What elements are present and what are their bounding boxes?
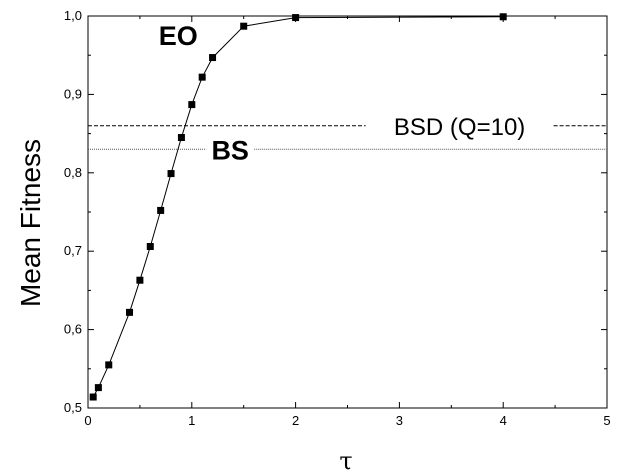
annotation-label: EO bbox=[159, 21, 198, 51]
data-point bbox=[499, 13, 507, 21]
x-tick-label: 0 bbox=[84, 413, 91, 428]
data-point bbox=[209, 54, 217, 62]
plot-frame bbox=[87, 15, 608, 409]
data-point bbox=[167, 170, 175, 178]
x-tick-label: 1 bbox=[188, 413, 195, 428]
data-point bbox=[94, 384, 102, 392]
data-point bbox=[292, 14, 300, 22]
annotation-label: BSD (Q=10) bbox=[394, 114, 525, 141]
data-point bbox=[105, 361, 113, 369]
y-tick-label: 0,6 bbox=[64, 322, 82, 337]
series-line bbox=[92, 16, 504, 398]
x-tick-label: 5 bbox=[603, 413, 610, 428]
series-layer bbox=[89, 13, 507, 401]
data-point bbox=[188, 101, 196, 109]
data-point bbox=[240, 22, 248, 30]
x-tick-label: 4 bbox=[500, 413, 507, 428]
x-axis-title: τ bbox=[339, 447, 352, 475]
data-point bbox=[89, 393, 97, 401]
reference-lines bbox=[88, 125, 607, 150]
x-tick-label: 3 bbox=[396, 413, 403, 428]
axes: 0 1 2 3 4 5 0,5 0,6 0,7 0,8 0,9 1,0 bbox=[64, 8, 611, 428]
y-tick-label: 0,9 bbox=[64, 86, 82, 101]
y-axis-title: Mean Fitness bbox=[15, 139, 46, 307]
y-tick-label: 0,5 bbox=[64, 400, 82, 415]
annotation-layer: EO BSD (Q=10) BS bbox=[159, 21, 526, 165]
data-point bbox=[146, 242, 154, 250]
annotation-label: BS bbox=[211, 135, 249, 165]
x-tick-label: 2 bbox=[292, 413, 299, 428]
data-point bbox=[157, 206, 165, 214]
data-point bbox=[177, 134, 185, 142]
y-tick-label: 1,0 bbox=[64, 8, 82, 23]
y-tick-label: 0,7 bbox=[64, 243, 82, 258]
data-point bbox=[126, 308, 134, 316]
y-tick-label: 0,8 bbox=[64, 165, 82, 180]
data-point bbox=[136, 276, 144, 284]
data-point bbox=[198, 73, 206, 81]
